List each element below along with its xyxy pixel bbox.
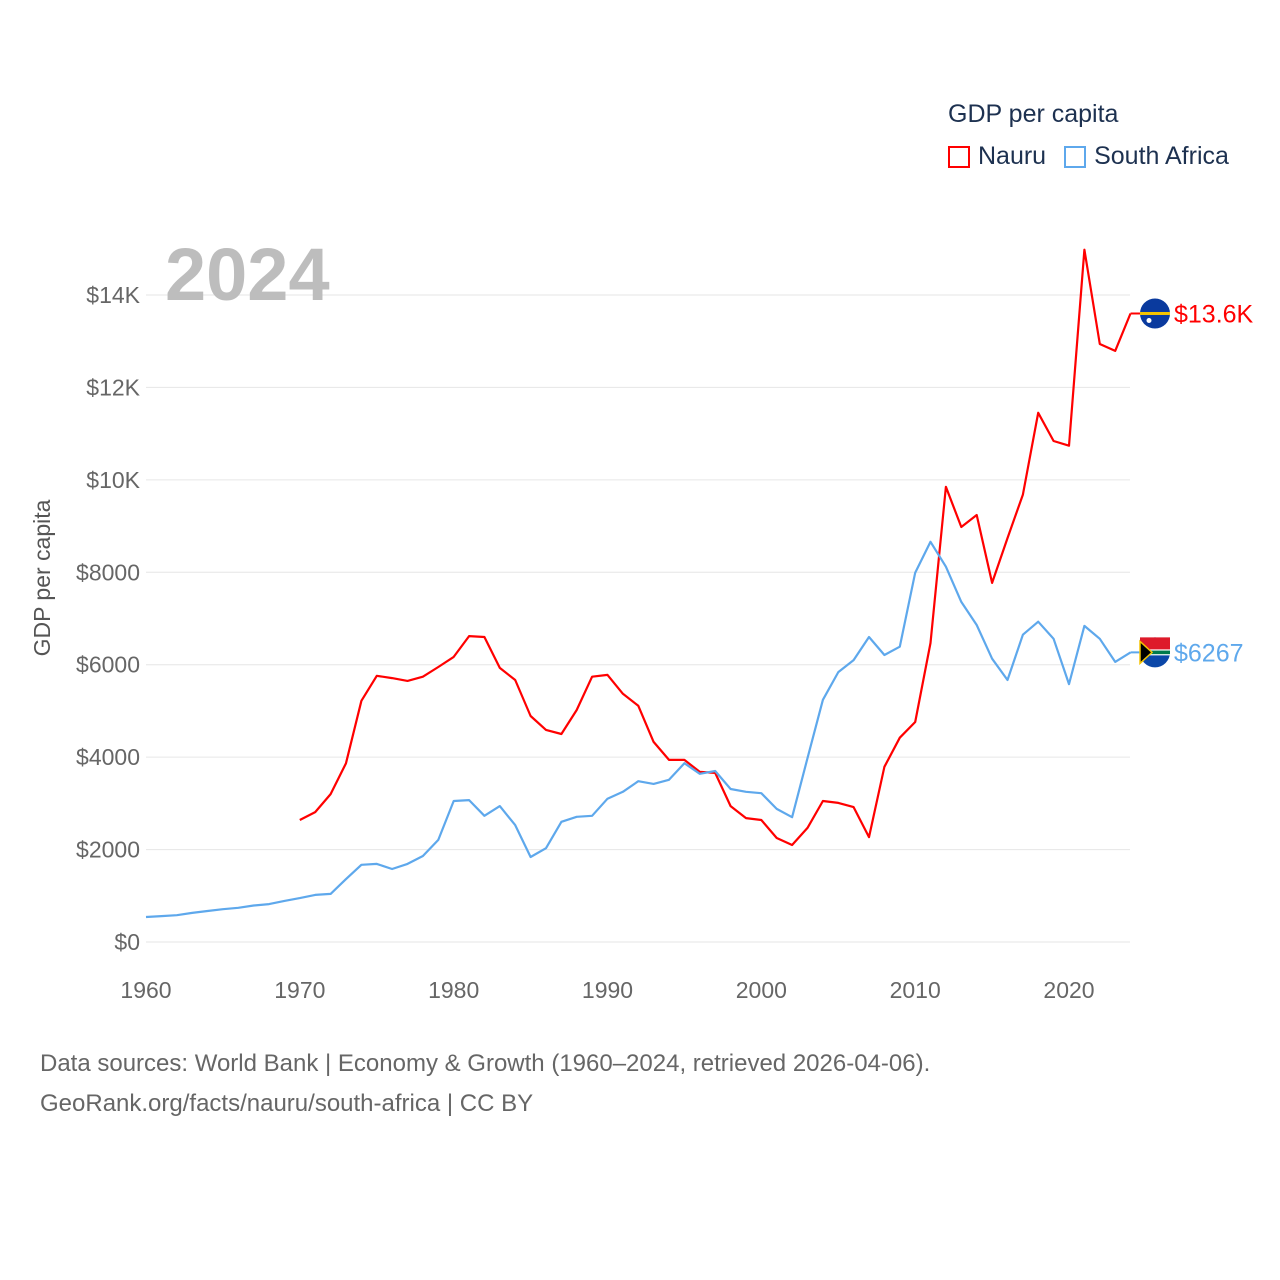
y-tick-label: $8000 (76, 559, 140, 585)
x-tick-label: 1960 (120, 977, 171, 1003)
y-tick-label: $14K (86, 282, 140, 308)
x-tick-label: 2020 (1043, 977, 1094, 1003)
south-africa-flag-icon (1139, 637, 1170, 668)
legend-swatch-south-africa (1064, 145, 1087, 168)
x-tick-label: 1980 (428, 977, 479, 1003)
x-tick-label: 2000 (736, 977, 787, 1003)
legend-label: South Africa (1094, 142, 1229, 170)
x-tick-label: 2010 (890, 977, 941, 1003)
year-watermark: 2024 (165, 233, 330, 316)
nauru-flag-icon (1140, 298, 1170, 329)
legend-item-nauru[interactable]: Nauru (948, 142, 1046, 171)
legend-label: Nauru (978, 142, 1047, 170)
y-tick-label: $6000 (76, 652, 140, 678)
y-tick-label: $10K (86, 467, 140, 493)
legend-swatch-nauru (948, 145, 970, 168)
y-axis-label: GDP per capita (29, 499, 55, 656)
legend-item-south-africa[interactable]: South Africa (1064, 142, 1229, 171)
end-value-label: $6267 (1174, 639, 1244, 667)
legend: Nauru South Africa (948, 142, 1247, 171)
x-tick-label: 1970 (274, 977, 325, 1003)
legend-title: GDP per capita (948, 100, 1119, 128)
y-tick-label: $2000 (76, 837, 140, 863)
y-tick-label: $0 (114, 929, 140, 955)
series-line-nauru[interactable] (299, 248, 1132, 847)
footer-link[interactable]: GeoRank.org/facts/nauru/south-africa | C… (40, 1090, 534, 1117)
footer-sources: Data sources: World Bank | Economy & Gro… (40, 1050, 931, 1077)
y-tick-label: $4000 (76, 744, 140, 770)
x-tick-label: 1990 (582, 977, 633, 1003)
y-tick-label: $12K (86, 374, 140, 400)
footer: Data sources: World Bank | Economy & Gro… (40, 1044, 930, 1124)
end-value-label: $13.6K (1174, 300, 1254, 328)
series-line-south-africa[interactable] (145, 540, 1132, 919)
